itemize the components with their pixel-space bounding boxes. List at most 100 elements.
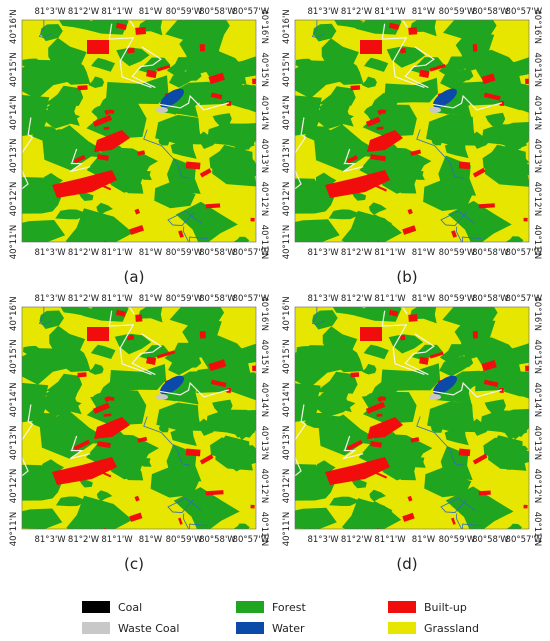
built-up-patch [134,208,141,215]
lon-tick-label: 80°57'W [506,7,543,17]
forest-patch [233,236,250,242]
forest-patch [314,391,356,418]
road [22,117,34,190]
forest-patch [150,466,199,498]
forest-patch [444,428,469,446]
built-up-patch [407,495,413,502]
lon-tick-label: 81°3'W [34,7,66,17]
forest-patch [427,401,476,433]
forest-patch [170,427,197,446]
forest-patch [502,343,529,366]
forest-patch [22,220,66,242]
forest-patch [138,170,152,180]
land-cover-map [295,307,529,529]
built-up-patch [92,402,110,414]
forest-patch [505,57,529,77]
built-up-patch [458,161,471,170]
forest-patch [226,409,256,438]
forest-patch [78,192,94,201]
built-up-patch [156,64,171,72]
built-up-patch [346,155,359,164]
forest-patch [439,344,473,365]
forest-patch [295,60,355,99]
legend-label: Waste Coal [118,622,179,635]
forest-patch [231,84,256,110]
road [404,333,435,376]
forest-patch [498,121,529,153]
forest-patch [49,325,86,357]
lon-tick-label: 81°1'W [101,294,133,304]
forest-patch [388,376,414,391]
road [381,23,425,89]
forest-patch [86,390,147,426]
forest-patch [410,57,445,75]
forest-patch [22,348,81,385]
forest-patch [497,408,529,440]
lon-tick-label: 80°57'W [506,294,543,304]
built-up-patch [129,512,143,522]
forest-patch [56,87,80,102]
forest-patch [96,202,113,215]
stream [440,210,475,226]
built-up-patch [376,126,384,130]
lon-tick-label: 80°57'W [233,535,270,545]
lon-tick-label: 81°W [139,294,163,304]
forest-patch [22,181,50,191]
lat-tick-label: 40°15'N [9,52,19,87]
forest-patch [328,87,354,103]
legend-swatch [82,601,110,613]
built-up-area [367,417,403,439]
road [295,404,307,477]
built-up-patch [370,441,382,448]
lon-tick-label: 80°58'W [199,294,236,304]
lon-tick-label: 81°1'W [101,248,133,258]
lon-tick-label: 81°1'W [374,248,406,258]
forest-patch [118,460,144,481]
lat-tick-label: 40°14'N [532,383,542,418]
lon-tick-label: 80°57'W [233,294,270,304]
forest-patch [42,392,82,417]
forest-patch [156,402,202,431]
lat-tick-label: 40°13'N [259,139,269,174]
lon-tick-label: 80°59'W [439,7,476,17]
stream [311,307,326,325]
waste-coal-area [429,107,441,113]
forest-patch [332,307,365,317]
stream [416,129,464,179]
forest-patch [334,20,364,29]
lat-tick-label: 40°14'N [259,383,269,418]
forest-patch [55,209,89,220]
lon-tick-label: 81°W [412,294,436,304]
lon-tick-label: 80°59'W [166,7,203,17]
built-up-patch [73,439,91,451]
forest-patch [39,310,64,329]
built-up-patch [115,309,126,317]
lat-tick-label: 40°15'N [532,339,542,374]
stream [38,20,53,38]
forest-patch [411,170,425,180]
built-up-patch [126,334,135,341]
built-up-patch [478,203,495,209]
lon-tick-label: 81°3'W [307,294,339,304]
lat-tick-label: 40°13'N [532,139,542,174]
built-up-patch [126,47,135,54]
lon-tick-label: 81°3'W [307,7,339,17]
forest-patch [22,468,49,478]
built-up-patch [472,331,479,339]
water-body [160,375,184,395]
built-up-patch [483,379,499,387]
waste-coal-area [429,394,441,400]
built-up-area [94,130,130,152]
forest-patch [58,20,93,30]
built-up-patch [208,359,227,372]
forest-patch [316,460,336,473]
forest-patch [166,57,200,78]
forest-patch [367,214,392,231]
built-up-patch [478,490,491,496]
built-up-patch [429,63,446,72]
forest-patch [88,76,105,88]
forest-patch [139,345,170,361]
built-up-patch [407,208,413,215]
built-up-area [367,130,403,152]
forest-patch [196,131,218,149]
